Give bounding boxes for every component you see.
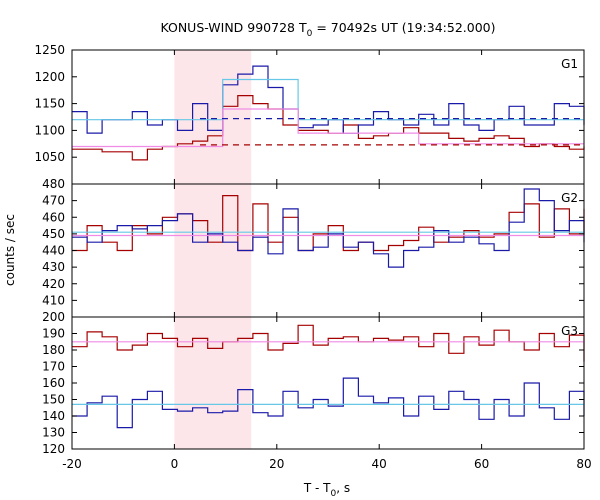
y-tick-label-g1: 1150 — [34, 97, 65, 111]
y-tick-label-g1: 1100 — [34, 123, 65, 137]
series-g1-dark-red-0 — [72, 95, 585, 161]
series-g3-dark-blue-1 — [72, 377, 585, 429]
frame-layer: 10501100115012001250G1410420430440450460… — [34, 43, 591, 471]
y-tick-label-g3: 170 — [42, 360, 65, 374]
y-tick-label-g3: 130 — [42, 426, 65, 440]
y-tick-label-g2: 470 — [42, 194, 65, 208]
panel-label-g1: G1 — [561, 57, 578, 71]
chart-title: KONUS-WIND 990728 T0 = 70492s UT (19:34:… — [160, 20, 495, 39]
y-tick-label-g3: 200 — [42, 310, 65, 324]
y-tick-label-g3: 160 — [42, 376, 65, 390]
y-tick-label-g2: 480 — [42, 177, 65, 191]
x-tick-label: 60 — [474, 457, 489, 471]
y-tick-label-g3: 180 — [42, 343, 65, 357]
x-tick-label: 40 — [372, 457, 387, 471]
y-tick-label-g2: 420 — [42, 277, 65, 291]
y-tick-label-g3: 190 — [42, 327, 65, 341]
y-tick-label-g2: 430 — [42, 260, 65, 274]
y-tick-label-g1: 1250 — [34, 43, 65, 57]
y-tick-label-g2: 460 — [42, 210, 65, 224]
panel-label-g2: G2 — [561, 191, 578, 205]
y-tick-label-g2: 410 — [42, 293, 65, 307]
x-axis-label: T - T0, s — [303, 481, 350, 499]
y-tick-label-g3: 120 — [42, 442, 65, 456]
panel-frame-g1 — [71, 49, 585, 185]
series-g2-dark-blue-1 — [72, 188, 585, 268]
series-g1-dark-blue-1 — [72, 65, 585, 134]
y-axis-label: counts / sec — [3, 214, 17, 286]
x-tick-label: 20 — [269, 457, 284, 471]
y-tick-label-g2: 450 — [42, 227, 65, 241]
x-tick-label: 0 — [171, 457, 179, 471]
x-tick-label: -20 — [62, 457, 82, 471]
panel-frame-g3 — [71, 316, 585, 450]
series-g3-dark-red-0 — [72, 324, 585, 362]
data-layer — [72, 65, 585, 429]
series-g1-light-cyan-2 — [72, 78, 584, 121]
y-tick-label-g3: 140 — [42, 409, 65, 423]
series-g1-light-pink-3 — [72, 108, 584, 148]
y-tick-label-g2: 440 — [42, 244, 65, 258]
panel-label-g3: G3 — [561, 324, 578, 338]
y-tick-label-g3: 150 — [42, 393, 65, 407]
y-tick-label-g1: 1200 — [34, 70, 65, 84]
series-g2-dark-red-0 — [72, 195, 585, 252]
x-tick-label: 80 — [576, 457, 591, 471]
y-tick-label-g1: 1050 — [34, 150, 65, 164]
